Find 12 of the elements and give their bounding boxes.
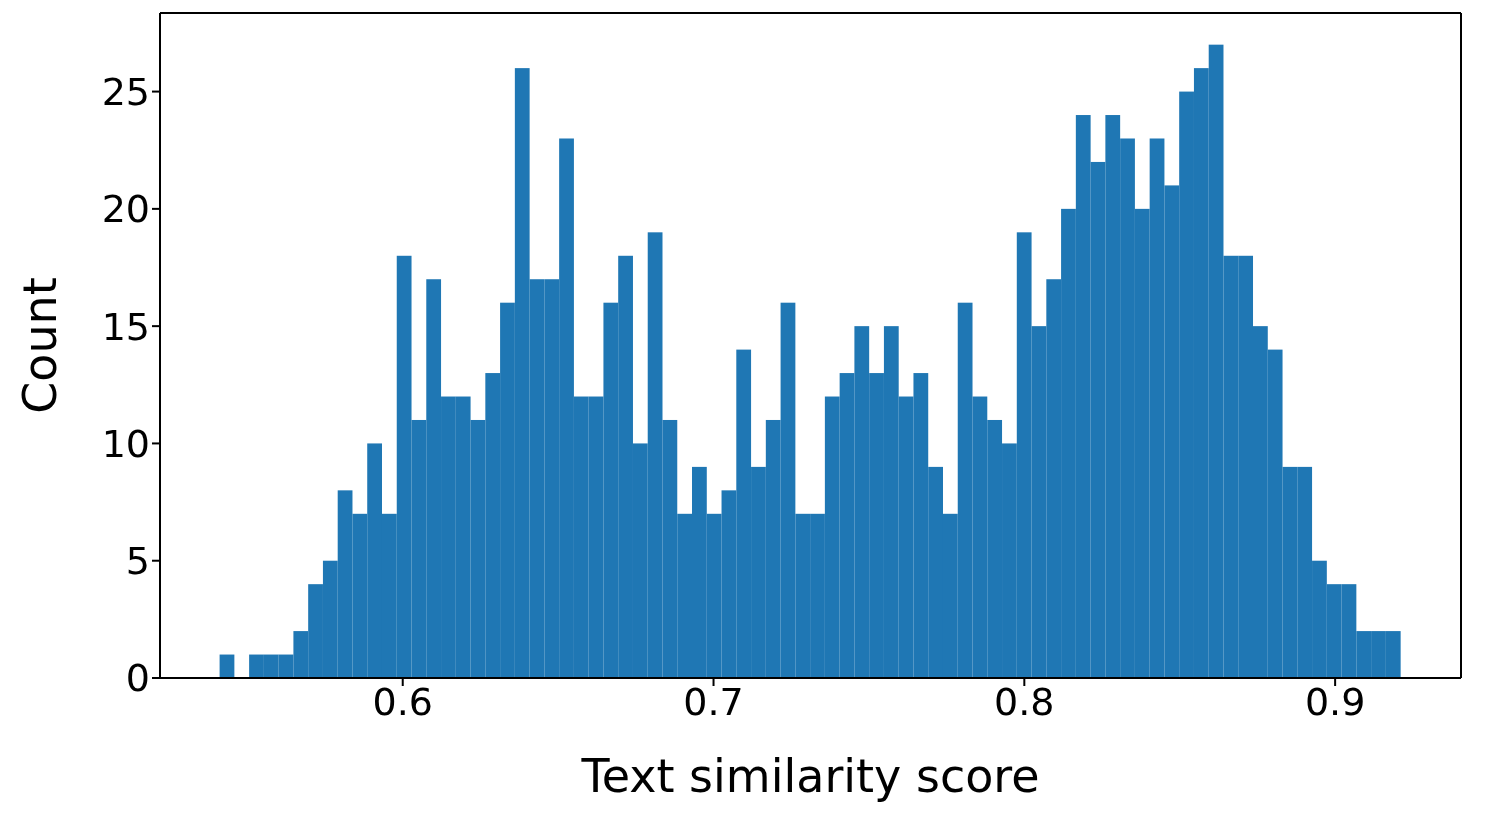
y-tick-label: 15 xyxy=(101,304,150,349)
y-tick-label: 25 xyxy=(101,70,150,115)
x-tick-label: 0.9 xyxy=(1304,679,1366,724)
x-tick-label: 0.8 xyxy=(994,679,1055,724)
x-tick-label: 0.7 xyxy=(683,679,744,724)
y-tick-label: 20 xyxy=(101,187,150,232)
y-axis-title: Count xyxy=(13,277,68,414)
x-tick-label: 0.6 xyxy=(372,679,433,724)
y-tick-label: 10 xyxy=(101,421,150,466)
x-axis-title: Text similarity score xyxy=(580,749,1040,803)
y-tick-label: 5 xyxy=(125,539,150,584)
y-tick-label: 0 xyxy=(125,656,150,701)
